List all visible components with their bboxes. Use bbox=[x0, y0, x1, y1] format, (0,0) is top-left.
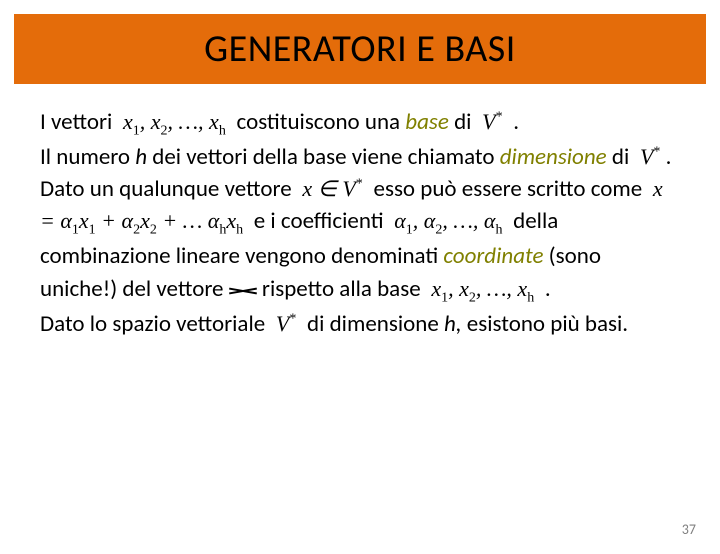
math-x-in-v: x ∈ V* bbox=[297, 176, 368, 201]
txt: . bbox=[540, 275, 551, 303]
txt: Dato lo spazio vettoriale bbox=[40, 310, 270, 338]
slide-title: GENERATORI E BASI bbox=[14, 26, 706, 72]
txt: di bbox=[607, 143, 635, 171]
title-bar: GENERATORI E BASI bbox=[14, 14, 706, 84]
page-number: 37 bbox=[682, 521, 696, 538]
txt: rispetto alla base bbox=[262, 275, 426, 303]
term-base: base bbox=[405, 108, 449, 136]
math-vstar: V* bbox=[634, 144, 660, 169]
math-vstar: V* bbox=[477, 109, 508, 134]
var-h: h, bbox=[444, 310, 462, 338]
txt: costituiscono una bbox=[237, 108, 406, 136]
txt: esso può essere scritto come bbox=[374, 175, 648, 203]
txt: dei vettori della base viene chiamato bbox=[147, 143, 500, 171]
txt: e i coefficienti bbox=[254, 207, 389, 235]
term-dimensione: dimensione bbox=[500, 143, 607, 171]
body-text: I vettori x1, x2, …, xh costituiscono un… bbox=[40, 106, 680, 340]
txt: di dimensione bbox=[307, 310, 444, 338]
math-vstar: V* bbox=[270, 311, 301, 336]
txt: esistono più basi. bbox=[462, 310, 629, 338]
txt: . bbox=[660, 143, 671, 171]
slide-body: I vettori x1, x2, …, xh costituiscono un… bbox=[0, 84, 720, 340]
math-alphas: α1, α2, …, αh bbox=[389, 208, 508, 233]
math-vectors: x1, x2, …, xh bbox=[117, 109, 231, 134]
txt: Dato un qualunque vettore bbox=[40, 175, 297, 203]
txt: I vettori bbox=[40, 108, 117, 136]
term-coordinate: coordinate bbox=[443, 242, 543, 270]
txt: di bbox=[449, 108, 477, 136]
var-h: h bbox=[135, 143, 147, 171]
txt: Il numero bbox=[40, 143, 135, 171]
strike-icon bbox=[229, 283, 257, 297]
math-vectors: x1, x2, …, xh bbox=[426, 276, 540, 301]
txt: . bbox=[508, 108, 519, 136]
